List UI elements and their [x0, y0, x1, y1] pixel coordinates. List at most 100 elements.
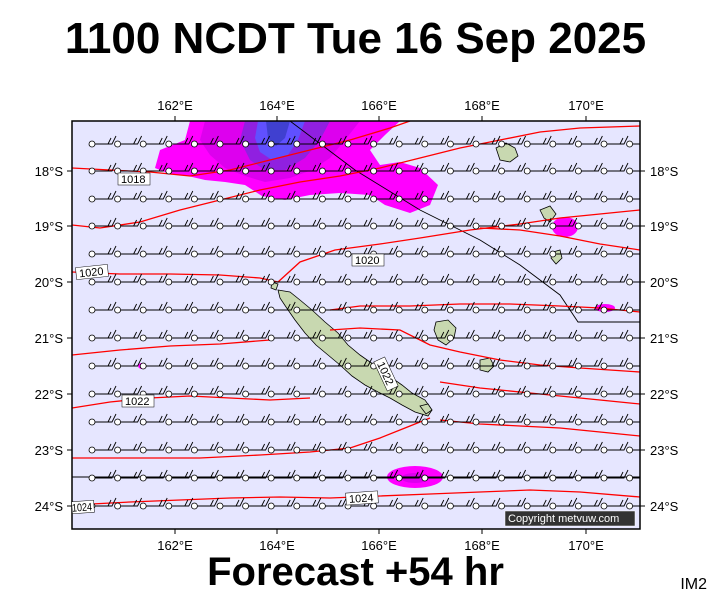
wind-station — [190, 306, 198, 314]
wind-barb — [197, 329, 219, 339]
wind-barb — [607, 413, 629, 423]
wind-barb — [299, 162, 322, 172]
wind-barb — [248, 385, 271, 395]
wind-station — [190, 474, 198, 482]
isle-of-pines — [419, 403, 433, 415]
wind-barb — [120, 357, 143, 367]
wind-barb — [555, 357, 578, 367]
wind-station — [88, 446, 96, 454]
wind-station — [114, 362, 121, 370]
wind-barb — [376, 273, 399, 283]
wind-station — [370, 418, 378, 426]
wind-barb — [197, 162, 219, 172]
wind-station — [395, 222, 403, 230]
wind-station — [370, 306, 378, 314]
wind-barb — [95, 301, 117, 311]
wind-barb — [607, 162, 629, 172]
wind-station — [575, 502, 582, 510]
wind-station — [395, 418, 403, 426]
wind-barb — [197, 135, 219, 145]
wind-barb — [504, 385, 527, 395]
wind-station — [114, 334, 121, 342]
wind-station — [190, 222, 198, 230]
isobars — [72, 121, 640, 506]
wind-station — [216, 502, 224, 510]
wind-barb — [299, 469, 322, 479]
wind-barb — [197, 385, 219, 395]
wind-barb — [427, 469, 450, 479]
wind-barb — [274, 413, 296, 423]
wind-barb — [248, 190, 271, 200]
wind-station — [421, 222, 429, 230]
wind-barb — [453, 217, 475, 227]
wind-station — [293, 278, 301, 286]
wind-station — [242, 140, 250, 148]
wind-station — [600, 390, 608, 398]
wind-station — [139, 502, 147, 510]
wind-station — [293, 502, 301, 510]
wind-station — [370, 278, 378, 286]
wind-station — [498, 362, 506, 370]
wind-station — [498, 167, 506, 175]
wind-barb — [402, 245, 424, 255]
wind-station — [293, 306, 301, 314]
wind-station — [498, 140, 506, 148]
bottom-lon-label: 162°E — [157, 538, 193, 553]
wind-station — [549, 446, 557, 454]
wind-barb — [248, 357, 271, 367]
wind-barb — [95, 329, 117, 339]
wind-station — [472, 502, 480, 510]
wind-station — [549, 418, 557, 426]
wind-station — [344, 250, 352, 258]
wind-station — [114, 140, 121, 148]
wind-station — [216, 390, 224, 398]
top-lon-label: 170°E — [568, 98, 604, 113]
wind-barb — [325, 441, 347, 451]
wind-station — [344, 334, 352, 342]
wind-barb — [197, 245, 219, 255]
wind-barb — [325, 217, 347, 227]
wind-barb — [299, 217, 322, 227]
wind-barb — [95, 217, 117, 227]
wind-barb — [504, 301, 527, 311]
wind-station — [498, 222, 506, 230]
wind-barb — [197, 301, 219, 311]
wind-station — [114, 502, 121, 510]
wind-barb — [171, 245, 194, 255]
wind-station — [549, 390, 557, 398]
wind-station — [421, 167, 429, 175]
wind-station — [575, 222, 582, 230]
wind-station — [395, 334, 403, 342]
wind-station — [626, 306, 633, 314]
wind-station — [549, 362, 557, 370]
bottom-lon-label: 164°E — [259, 538, 295, 553]
wind-barb — [581, 469, 603, 479]
wind-station — [267, 334, 275, 342]
wind-station — [190, 446, 198, 454]
wind-barb — [402, 413, 424, 423]
isobar-label: 1024 — [345, 490, 379, 506]
wind-station — [318, 222, 326, 230]
left-lat-label: 18°S — [35, 164, 64, 179]
wind-station — [472, 167, 480, 175]
wind-barb — [223, 441, 245, 451]
wind-barb — [530, 497, 552, 507]
wind-station — [139, 418, 147, 426]
wind-station — [446, 474, 454, 482]
wind-barb — [351, 190, 373, 200]
wind-station — [472, 222, 480, 230]
wind-barb — [479, 301, 501, 311]
wind-station — [395, 446, 403, 454]
wind-barb — [581, 357, 603, 367]
wind-barb — [530, 385, 552, 395]
wind-station — [114, 418, 121, 426]
bottom-lon-label: 168°E — [464, 538, 500, 553]
wind-barb — [427, 413, 450, 423]
wind-station — [318, 167, 326, 175]
wind-barb — [299, 441, 322, 451]
wind-station — [318, 502, 326, 510]
wind-station — [267, 278, 275, 286]
wind-station — [318, 278, 326, 286]
wind-barb — [274, 273, 296, 283]
wind-barb — [555, 162, 578, 172]
